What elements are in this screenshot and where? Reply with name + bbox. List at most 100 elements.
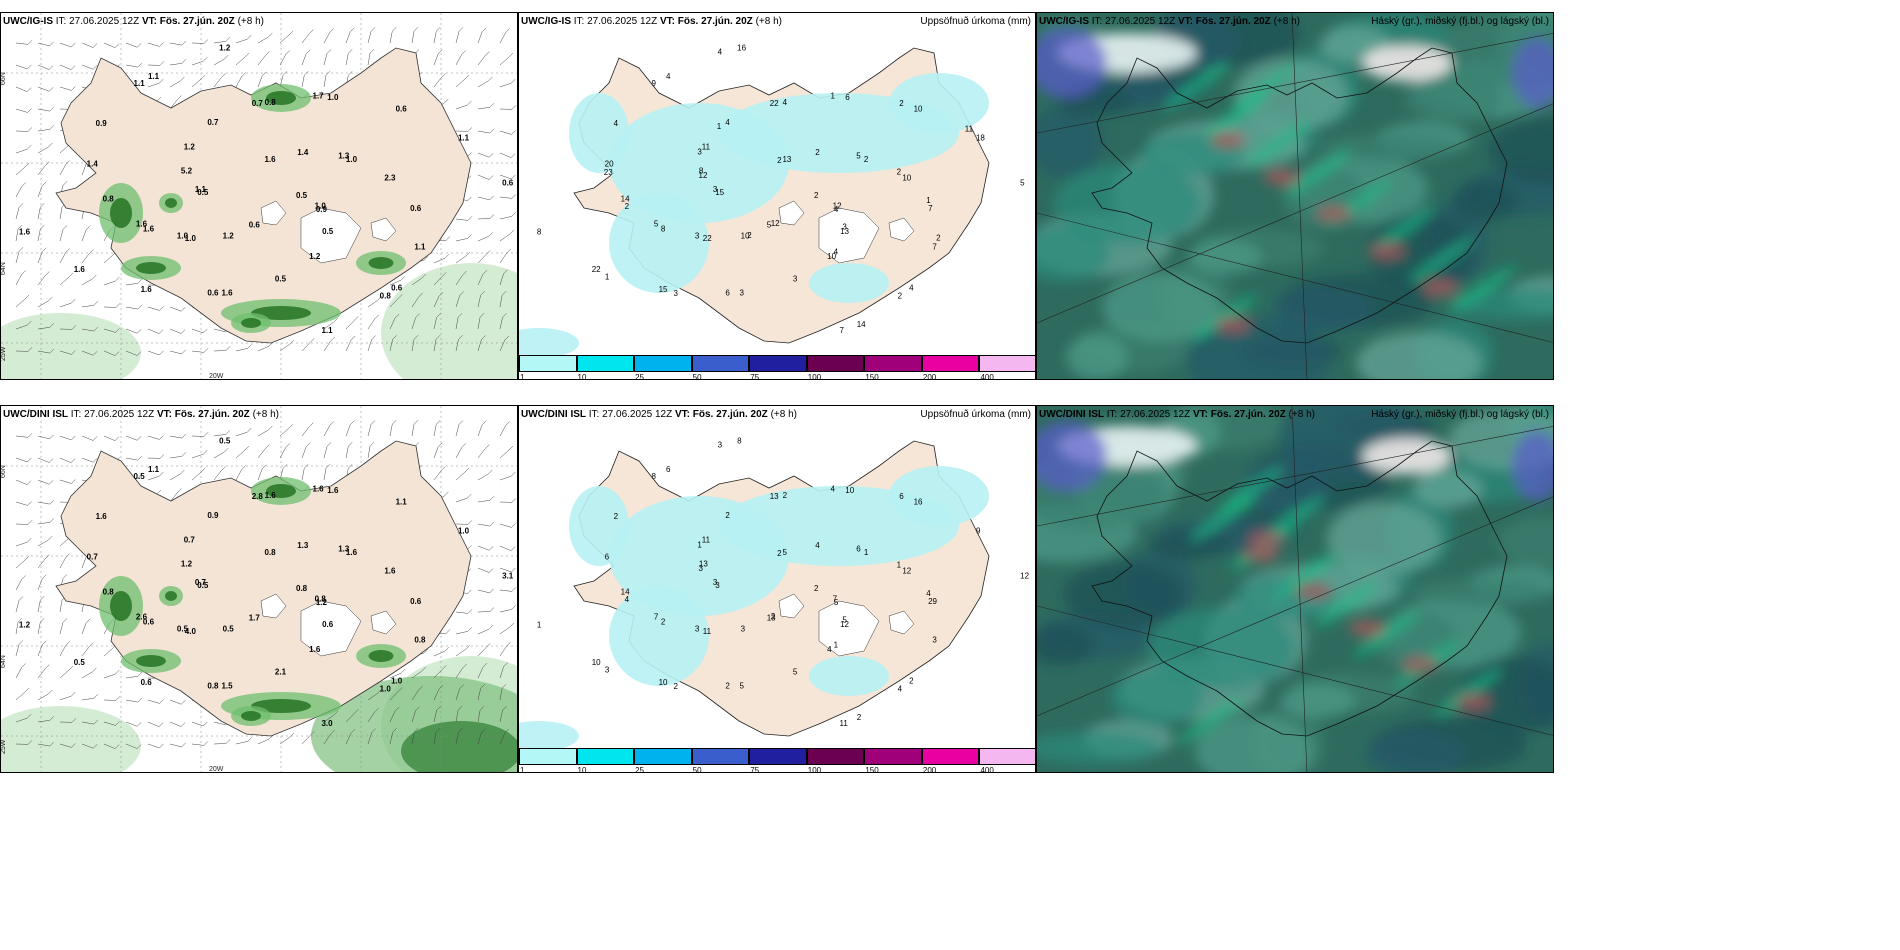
precip-value-label: 1.3 [338,151,350,160]
colorbar-swatch [979,355,1035,372]
panel-title: Háský (gr.), miðský (fj.bl.) og lágský (… [1371,16,1549,27]
precip-value-label: 11 [839,719,848,728]
colorbar-tick: 400 [980,373,994,380]
colorbar-swatch [576,355,635,372]
precip-value-label: 1.0 [458,527,470,536]
precip-value-label: 2 [673,682,678,691]
panel-title: Uppsöfnuð úrkoma (mm) [920,409,1031,420]
precip-value-label: 3 [695,625,700,634]
precip-value-label: 7 [654,613,659,622]
precip-value-label: 18 [976,134,985,143]
precip-colorbar: 1 10 25 50 75 100 150 200 400 [519,355,1035,380]
precip-value-label: 1.0 [346,155,358,164]
precip-value-label: 0.5 [296,191,308,200]
precip-value-label: 1.2 [19,621,31,630]
wind-precip-map[interactable]: 0.51.00.80.81.11.00.61.10.91.61.01.15.22… [1,13,518,380]
precip-value-label: 5 [782,548,787,557]
colorbar-tick: 75 [750,373,760,380]
colorbar-swatch [634,355,692,372]
precip-value-label: 13 [840,227,849,236]
precip-value-label: 2 [783,491,788,500]
precip-value-label: 1.1 [458,134,470,143]
glacier [300,207,362,264]
precip-value-label: 2.8 [252,492,264,501]
colorbar-swatch [634,748,692,765]
colorbar-swatch [806,748,865,765]
precip-value-label: 3 [695,232,700,241]
precip-value-label: 4 [834,205,839,214]
lon-label-20w: 20W [209,373,224,380]
precip-value-label: 1.6 [327,486,339,495]
map-panel-igis-precip: UWC/IG-IS IT: 27.06.2025 12Z VT: Fös. 27… [518,12,1036,380]
precip-value-label: 7 [928,204,933,213]
iceland-outline [1091,47,1508,344]
precip-map[interactable]: 2342326445678101516131410511722131020181… [519,13,1036,380]
cloud-map[interactable] [1037,13,1554,380]
precip-value-label: 1.2 [181,560,193,569]
wind-precip-map[interactable]: 0.8 0.5 1.6 1.0 0.7 1.6 0.8 1.1 1.2 2.6 1.6 3.0 1.2 1… [1,406,518,773]
colorbar-tick: 200 [922,373,937,380]
precip-value-label: 0.6 [141,678,153,687]
precip-value-label: 0.5 [197,581,209,590]
precip-value-label: 0.9 [96,119,108,128]
precip-value-label: 1.1 [321,326,333,335]
precip-value-label: 11 [702,143,711,152]
precip-value-label: 0.8 [296,584,308,593]
precip-value-label: 2 [725,681,730,690]
precip-value-label: 2 [909,677,914,686]
precip-value-label: 4 [898,685,903,694]
precip-value-label: 2 [747,231,752,240]
colorbar-swatch [921,748,980,765]
precip-value-label: 13 [770,492,779,501]
precip-value-label: 8 [652,472,657,481]
precip-value-label: 1 [697,540,702,549]
precip-value-label: 2 [771,612,776,621]
precip-value-label: 0.8 [103,195,115,204]
precip-value-label: 6 [666,465,671,474]
precip-value-label: 4 [831,484,836,493]
precip-value-label: 4 [614,119,619,128]
precip-map[interactable]: 2324312657101113121081214161311291054693… [519,406,1036,773]
precip-value-label: 9 [976,527,981,536]
glacier [778,200,805,226]
precip-value-label: 12 [699,171,708,180]
panel-header: UWC/DINI ISL IT: 27.06.2025 12Z VT: Fös.… [521,409,797,420]
precip-value-label: 1.0 [391,677,403,686]
precip-value-label: 12 [840,620,849,629]
precip-value-label: 0.8 [103,588,115,597]
precip-value-label: 13 [782,155,791,164]
lon-label-25w: 25W [1,739,7,754]
precip-value-label: 1.7 [313,91,325,100]
precip-value-label: 0.6 [143,617,155,626]
glacier [818,600,880,657]
glacier [370,610,397,635]
precip-value-label: 4 [783,98,788,107]
lat-label-66: 66N [1,72,7,85]
precip-value-label: 8 [737,437,742,446]
precip-value-label: 0.6 [207,288,219,297]
precip-value-label: 1 [831,91,836,100]
precip-value-label: 0.6 [322,620,334,629]
precip-value-label: 5 [767,221,772,230]
map-panel-dini-precip: UWC/DINI ISL IT: 27.06.2025 12Z VT: Fös.… [518,405,1036,773]
colorbar-swatch [691,748,750,765]
precip-value-label: 1.6 [96,512,108,521]
precip-value-label: 1.6 [136,220,148,229]
precip-value-label: 0.6 [396,105,408,114]
precip-value-label: 0.5 [275,274,287,283]
precip-value-label: 0.6 [502,178,514,187]
precip-value-label: 1.1 [134,79,146,88]
panel-header: UWC/IG-IS IT: 27.06.2025 12Z VT: Fös. 27… [1039,16,1300,27]
panel-header: UWC/DINI ISL IT: 27.06.2025 12Z VT: Fös.… [1039,409,1315,420]
precip-value-label: 4.0 [185,627,197,636]
cloud-map[interactable] [1037,406,1554,773]
precip-value-label: 0.8 [380,292,392,301]
precip-value-label: 0.6 [249,221,261,230]
precip-value-label: 1.1 [148,465,160,474]
precip-value-label: 1 [926,196,931,205]
lat-label-64: 64N [1,655,7,668]
colorbar-swatch [691,355,750,372]
colorbar-tick: 25 [635,766,645,773]
precip-value-label: 3 [718,441,723,450]
map-panel-dini-clouds: UWC/DINI ISL IT: 27.06.2025 12Z VT: Fös.… [1036,405,1554,773]
